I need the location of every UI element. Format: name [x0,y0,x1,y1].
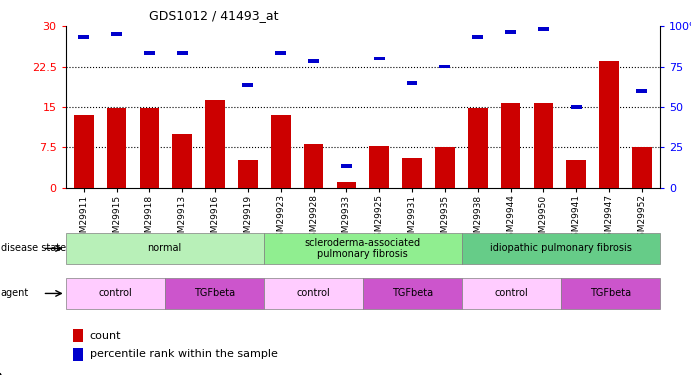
Bar [264,278,363,309]
Bar [140,108,159,188]
Bar [177,51,188,55]
Bar [172,134,192,188]
Bar [303,144,323,188]
Bar [599,61,619,188]
Bar [402,158,422,188]
Bar [243,84,254,87]
Bar [209,22,220,26]
Bar [501,103,520,188]
Bar [264,232,462,264]
Text: control: control [296,288,330,298]
Text: agent: agent [1,288,29,298]
Bar [370,146,389,188]
Text: disease state: disease state [1,243,66,254]
Bar [533,103,553,188]
Bar [374,57,385,60]
Text: control: control [495,288,528,298]
Bar [106,108,126,188]
Bar [636,89,647,93]
Text: control: control [98,288,132,298]
Bar [73,348,83,361]
Bar [406,81,417,85]
Bar [111,32,122,36]
Bar [308,59,319,63]
Bar [144,51,155,55]
Bar [462,232,660,264]
Bar [66,278,164,309]
Bar [435,147,455,188]
Bar [505,30,516,33]
Text: scleroderma-associated
pulmonary fibrosis: scleroderma-associated pulmonary fibrosi… [305,238,421,259]
Bar [238,159,258,188]
Bar [164,278,264,309]
Bar [571,105,582,109]
Bar [73,329,83,342]
Bar [538,27,549,31]
Bar [472,35,483,39]
Bar [462,278,561,309]
Bar [468,108,488,188]
Bar [78,35,89,39]
Text: count: count [90,331,122,340]
Text: GDS1012 / 41493_at: GDS1012 / 41493_at [149,9,278,22]
Bar [341,164,352,168]
Bar [275,51,286,55]
Bar [439,64,451,69]
Text: TGFbeta: TGFbeta [193,288,235,298]
Bar [271,115,290,188]
Bar [363,278,462,309]
Bar [561,278,660,309]
Bar [74,115,93,188]
Bar [604,8,614,12]
Text: TGFbeta: TGFbeta [392,288,433,298]
Bar [567,159,586,188]
Bar [66,232,264,264]
Text: TGFbeta: TGFbeta [590,288,631,298]
Text: normal: normal [148,243,182,254]
Text: idiopathic pulmonary fibrosis: idiopathic pulmonary fibrosis [490,243,632,254]
Bar [337,182,356,188]
Bar [632,147,652,188]
Text: percentile rank within the sample: percentile rank within the sample [90,350,278,359]
Bar [205,100,225,188]
